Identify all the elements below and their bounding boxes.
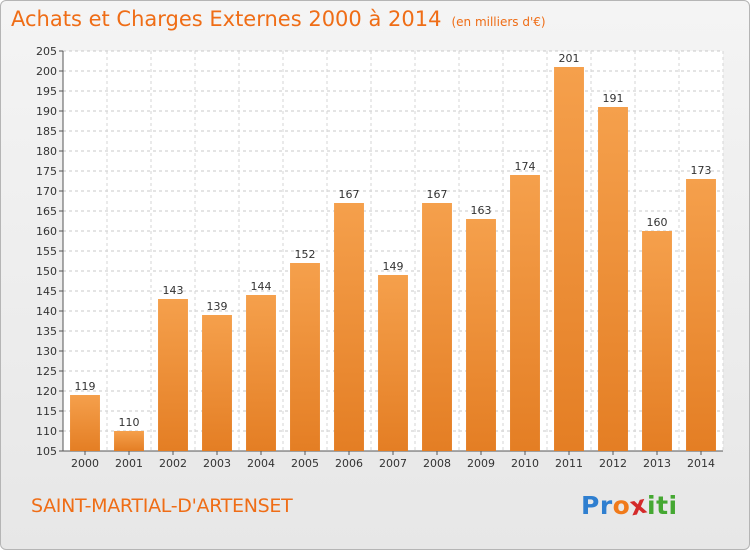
bar-value-label: 163: [471, 204, 492, 217]
y-tick-label: 135: [36, 325, 57, 338]
x-tick-label: 2002: [159, 457, 187, 470]
x-tick-label: 2008: [423, 457, 451, 470]
y-tick-label: 125: [36, 365, 57, 378]
logo-letter: o: [612, 491, 631, 520]
y-tick-label: 140: [36, 305, 57, 318]
bar: [598, 107, 628, 451]
bar: [202, 315, 232, 451]
bar: [158, 299, 188, 451]
bar-value-label: 173: [691, 164, 712, 177]
bar: [290, 263, 320, 451]
bar-value-label: 152: [295, 248, 316, 261]
chart-unit: (en milliers d'€): [451, 15, 546, 29]
x-tick-label: 2006: [335, 457, 363, 470]
bar: [422, 203, 452, 451]
x-tick-label: 2009: [467, 457, 495, 470]
bar: [554, 67, 584, 451]
bar: [686, 179, 716, 451]
y-tick-label: 180: [36, 145, 57, 158]
logo-letter: i: [668, 491, 678, 520]
logo-letter: t: [656, 491, 669, 520]
y-tick-label: 155: [36, 245, 57, 258]
x-tick-label: 2007: [379, 457, 407, 470]
bar-value-label: 174: [515, 160, 536, 173]
x-tick-label: 2010: [511, 457, 539, 470]
x-tick-label: 2005: [291, 457, 319, 470]
bar-value-label: 143: [163, 284, 184, 297]
logo-letter: P: [581, 491, 600, 520]
bar-value-label: 149: [383, 260, 404, 273]
x-tick-label: 2012: [599, 457, 627, 470]
bar-value-label: 201: [559, 52, 580, 65]
bar: [246, 295, 276, 451]
y-tick-label: 190: [36, 105, 57, 118]
x-tick-label: 2013: [643, 457, 671, 470]
bar-value-label: 191: [603, 92, 624, 105]
bar-value-label: 144: [251, 280, 272, 293]
y-tick-label: 185: [36, 125, 57, 138]
logo-letter: r: [599, 491, 613, 520]
y-tick-label: 145: [36, 285, 57, 298]
bar-value-label: 167: [427, 188, 448, 201]
bar-value-label: 167: [339, 188, 360, 201]
bar-value-label: 160: [647, 216, 668, 229]
y-tick-label: 170: [36, 185, 57, 198]
y-tick-label: 175: [36, 165, 57, 178]
bar-value-label: 119: [75, 380, 96, 393]
proxiti-logo: Proxiti: [581, 490, 678, 522]
y-tick-label: 105: [36, 445, 57, 458]
bar-value-label: 110: [119, 416, 140, 429]
bar: [378, 275, 408, 451]
x-tick-label: 2000: [71, 457, 99, 470]
y-tick-label: 160: [36, 225, 57, 238]
y-tick-label: 115: [36, 405, 57, 418]
x-tick-label: 2011: [555, 457, 583, 470]
y-tick-label: 200: [36, 65, 57, 78]
logo-letter: i: [647, 491, 657, 520]
y-tick-label: 130: [36, 345, 57, 358]
bar: [114, 431, 144, 451]
x-tick-label: 2001: [115, 457, 143, 470]
y-tick-label: 110: [36, 425, 57, 438]
x-tick-label: 2003: [203, 457, 231, 470]
bar: [70, 395, 100, 451]
y-tick-label: 150: [36, 265, 57, 278]
y-tick-label: 165: [36, 205, 57, 218]
x-tick-label: 2004: [247, 457, 275, 470]
bar: [334, 203, 364, 451]
bar-value-label: 139: [207, 300, 228, 313]
chart-title-text: Achats et Charges Externes 2000 à 2014: [11, 7, 442, 31]
bar: [642, 231, 672, 451]
y-tick-label: 120: [36, 385, 57, 398]
commune-name: SAINT-MARTIAL-D'ARTENSET: [31, 495, 293, 517]
x-tick-label: 2014: [687, 457, 715, 470]
y-tick-label: 205: [36, 45, 57, 58]
chart-title: Achats et Charges Externes 2000 à 2014 (e…: [11, 7, 546, 31]
y-tick-label: 195: [36, 85, 57, 98]
bar: [466, 219, 496, 451]
bar: [510, 175, 540, 451]
